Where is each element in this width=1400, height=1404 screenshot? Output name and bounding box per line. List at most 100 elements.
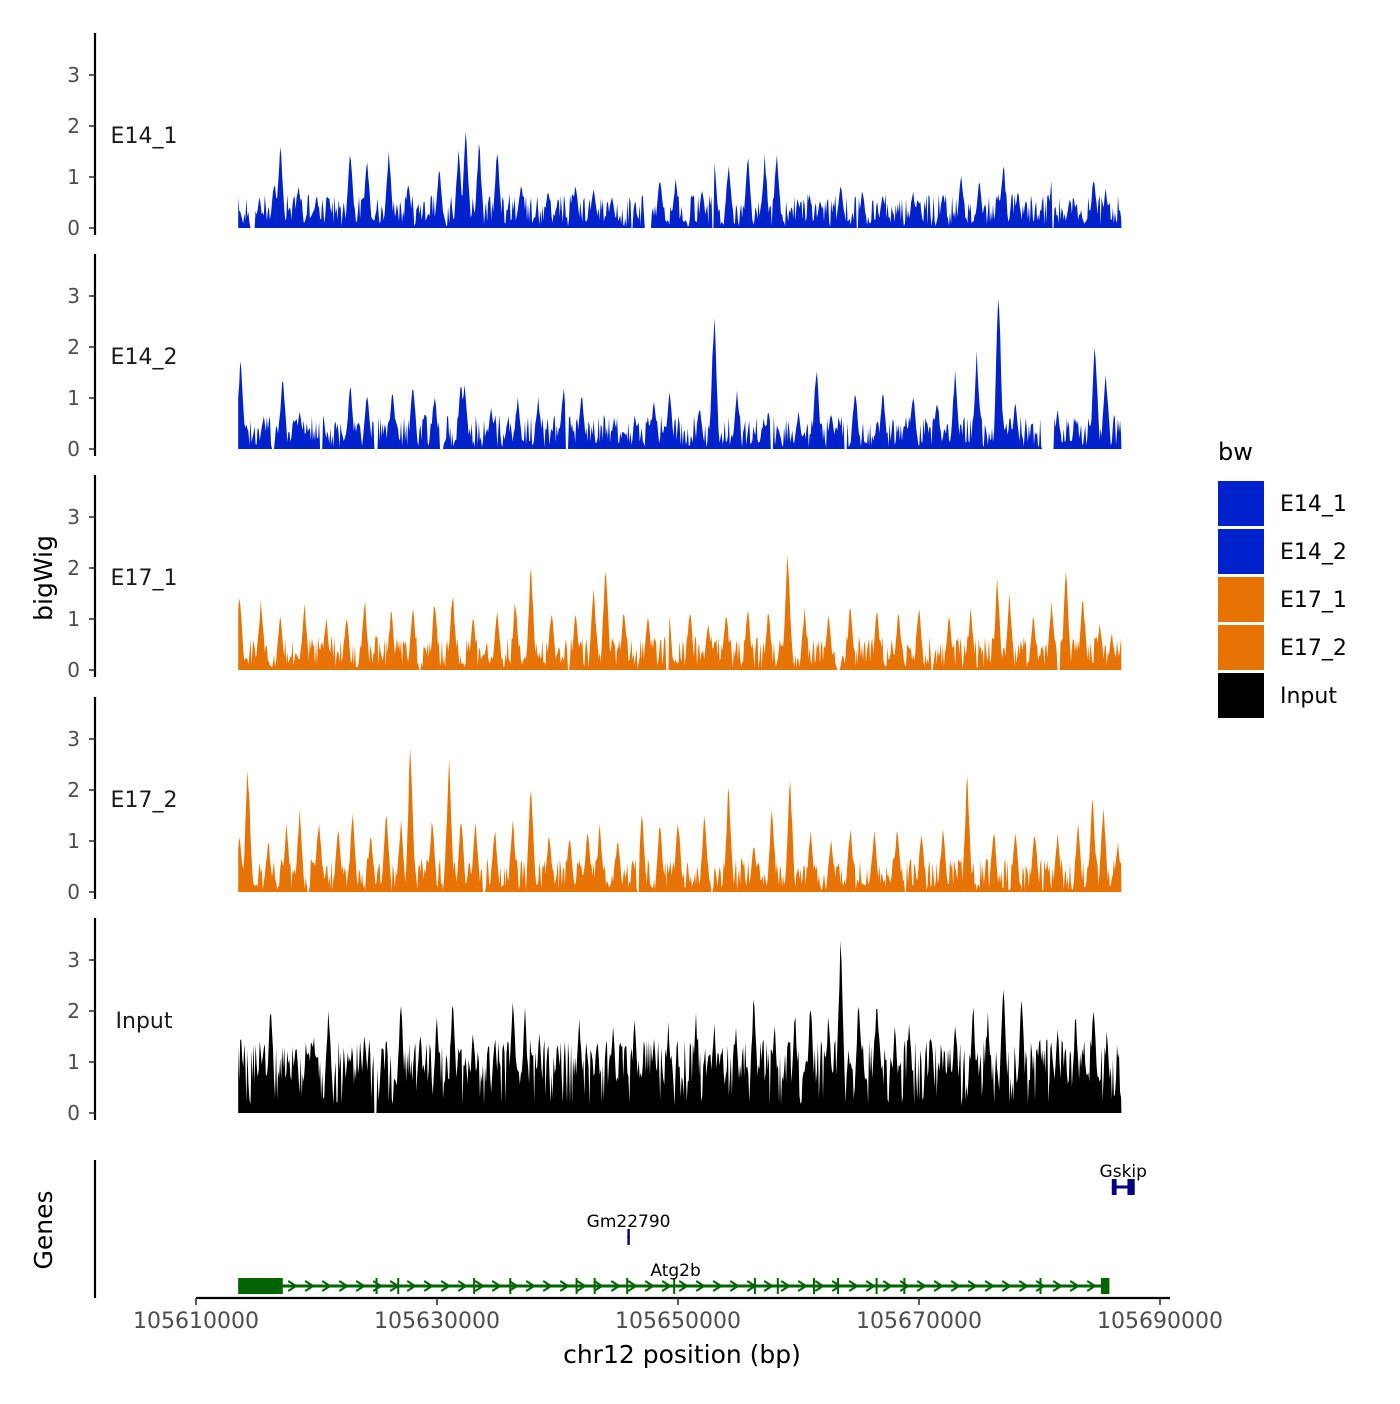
legend-label: E17_2	[1280, 636, 1347, 661]
y-tick-label: 1	[67, 1050, 80, 1074]
strand-arrow	[610, 1280, 622, 1292]
strand-arrow	[338, 1280, 350, 1292]
legend-item-e17-2: E17_2	[1218, 625, 1347, 670]
y-tick-label: 1	[67, 165, 80, 189]
strand-arrow	[491, 1280, 503, 1292]
y-tick-label: 2	[67, 114, 80, 138]
x-tick-label: 105650000	[615, 1309, 741, 1334]
legend-item-e17-1: E17_1	[1218, 577, 1347, 622]
signal-area-input	[238, 940, 1122, 1113]
track-e14-2: 0 1 2 3 E14_2	[67, 254, 1122, 461]
gene-exon	[903, 1278, 906, 1294]
strand-arrow	[916, 1280, 928, 1292]
strand-arrow	[457, 1280, 469, 1292]
strand-arrow	[321, 1280, 333, 1292]
gene-atg2b: Atg2b	[238, 1261, 1110, 1294]
gene-exon	[593, 1278, 596, 1294]
legend-item-e14-1: E14_1	[1218, 481, 1347, 526]
legend-label: E14_2	[1280, 540, 1347, 565]
gene-exon	[1100, 1278, 1110, 1294]
y-tick-label: 0	[67, 216, 80, 240]
gene-exon	[1127, 1179, 1135, 1195]
strand-arrow	[950, 1280, 962, 1292]
gene-exon	[627, 1229, 630, 1245]
strand-arrow	[627, 1280, 639, 1292]
y-tick-label: 3	[67, 948, 80, 972]
legend-swatch	[1218, 481, 1264, 526]
strand-arrow	[899, 1280, 911, 1292]
legend-swatch	[1218, 529, 1264, 574]
strand-arrow	[1001, 1280, 1013, 1292]
signal-area-e14-2	[238, 298, 1122, 449]
strand-arrow	[1052, 1280, 1064, 1292]
x-tick-label: 105610000	[133, 1309, 259, 1334]
track-label: E14_2	[111, 345, 178, 370]
strand-arrow	[474, 1280, 486, 1292]
x-tick-label: 105670000	[856, 1309, 982, 1334]
signal-area-e17-2	[238, 748, 1122, 892]
signal-area-e17-1	[238, 555, 1122, 670]
track-label: E17_2	[111, 788, 178, 813]
strand-arrow	[678, 1280, 690, 1292]
strand-arrow	[797, 1280, 809, 1292]
strand-arrow	[712, 1280, 724, 1292]
strand-arrow	[763, 1280, 775, 1292]
y-tick-label: 0	[67, 437, 80, 461]
strand-arrow	[508, 1280, 520, 1292]
y-tick-label: 1	[67, 829, 80, 853]
strand-arrow	[593, 1280, 605, 1292]
gene-panel: Atg2b Gm22790 Gskip	[93, 1160, 1147, 1298]
gene-label: Gm22790	[587, 1212, 671, 1232]
strand-arrow	[542, 1280, 554, 1292]
strand-arrow	[814, 1280, 826, 1292]
legend-label: Input	[1280, 684, 1337, 709]
gene-exon	[837, 1278, 840, 1294]
x-tick-label: 105630000	[374, 1309, 500, 1334]
legend-title: bw	[1218, 438, 1253, 466]
y-tick-label: 0	[67, 658, 80, 682]
y-tick-label: 0	[67, 1101, 80, 1125]
strand-arrow	[695, 1280, 707, 1292]
strand-arrow	[661, 1280, 673, 1292]
gene-exon	[812, 1278, 815, 1294]
strand-arrow	[1086, 1280, 1098, 1292]
track-label: E14_1	[111, 124, 178, 149]
y-axis-title: bigWig	[29, 535, 58, 621]
y-tick-label: 2	[67, 999, 80, 1023]
y-tick-label: 1	[67, 607, 80, 631]
legend: E14_1 E14_2 E17_1 E17_2 Input	[1218, 481, 1347, 718]
x-axis-title: chr12 position (bp)	[563, 1340, 801, 1369]
y-tick-label: 0	[67, 880, 80, 904]
y-tick-label: 2	[67, 556, 80, 580]
gene-exon	[238, 1278, 283, 1294]
strand-arrow	[576, 1280, 588, 1292]
y-tick-label: 1	[67, 386, 80, 410]
legend-swatch	[1218, 577, 1264, 622]
gene-gm22790: Gm22790	[587, 1212, 671, 1245]
y-tick-label: 2	[67, 778, 80, 802]
legend-label: E14_1	[1280, 492, 1347, 517]
strand-arrow	[525, 1280, 537, 1292]
x-axis: 105610000 105630000 105650000 105670000 1056…	[133, 1296, 1223, 1334]
strand-arrow	[933, 1280, 945, 1292]
strand-arrow	[406, 1280, 418, 1292]
track-label: Input	[116, 1009, 173, 1034]
legend-swatch	[1218, 625, 1264, 670]
strand-arrow	[423, 1280, 435, 1292]
strand-arrow	[1018, 1280, 1030, 1292]
gene-exon	[375, 1278, 378, 1294]
y-tick-label: 3	[67, 284, 80, 308]
legend-item-input: Input	[1218, 673, 1337, 718]
strand-arrow	[355, 1280, 367, 1292]
gene-exon	[1039, 1278, 1042, 1294]
track-label: E17_1	[111, 566, 178, 591]
strand-arrow	[882, 1280, 894, 1292]
gene-label: Gskip	[1100, 1162, 1147, 1182]
gene-exon	[397, 1278, 400, 1294]
strand-arrow	[1035, 1280, 1047, 1292]
gene-exon	[626, 1278, 629, 1294]
gene-exon	[1111, 1179, 1117, 1195]
track-e17-2: 0 1 2 3 E17_2	[67, 697, 1122, 904]
